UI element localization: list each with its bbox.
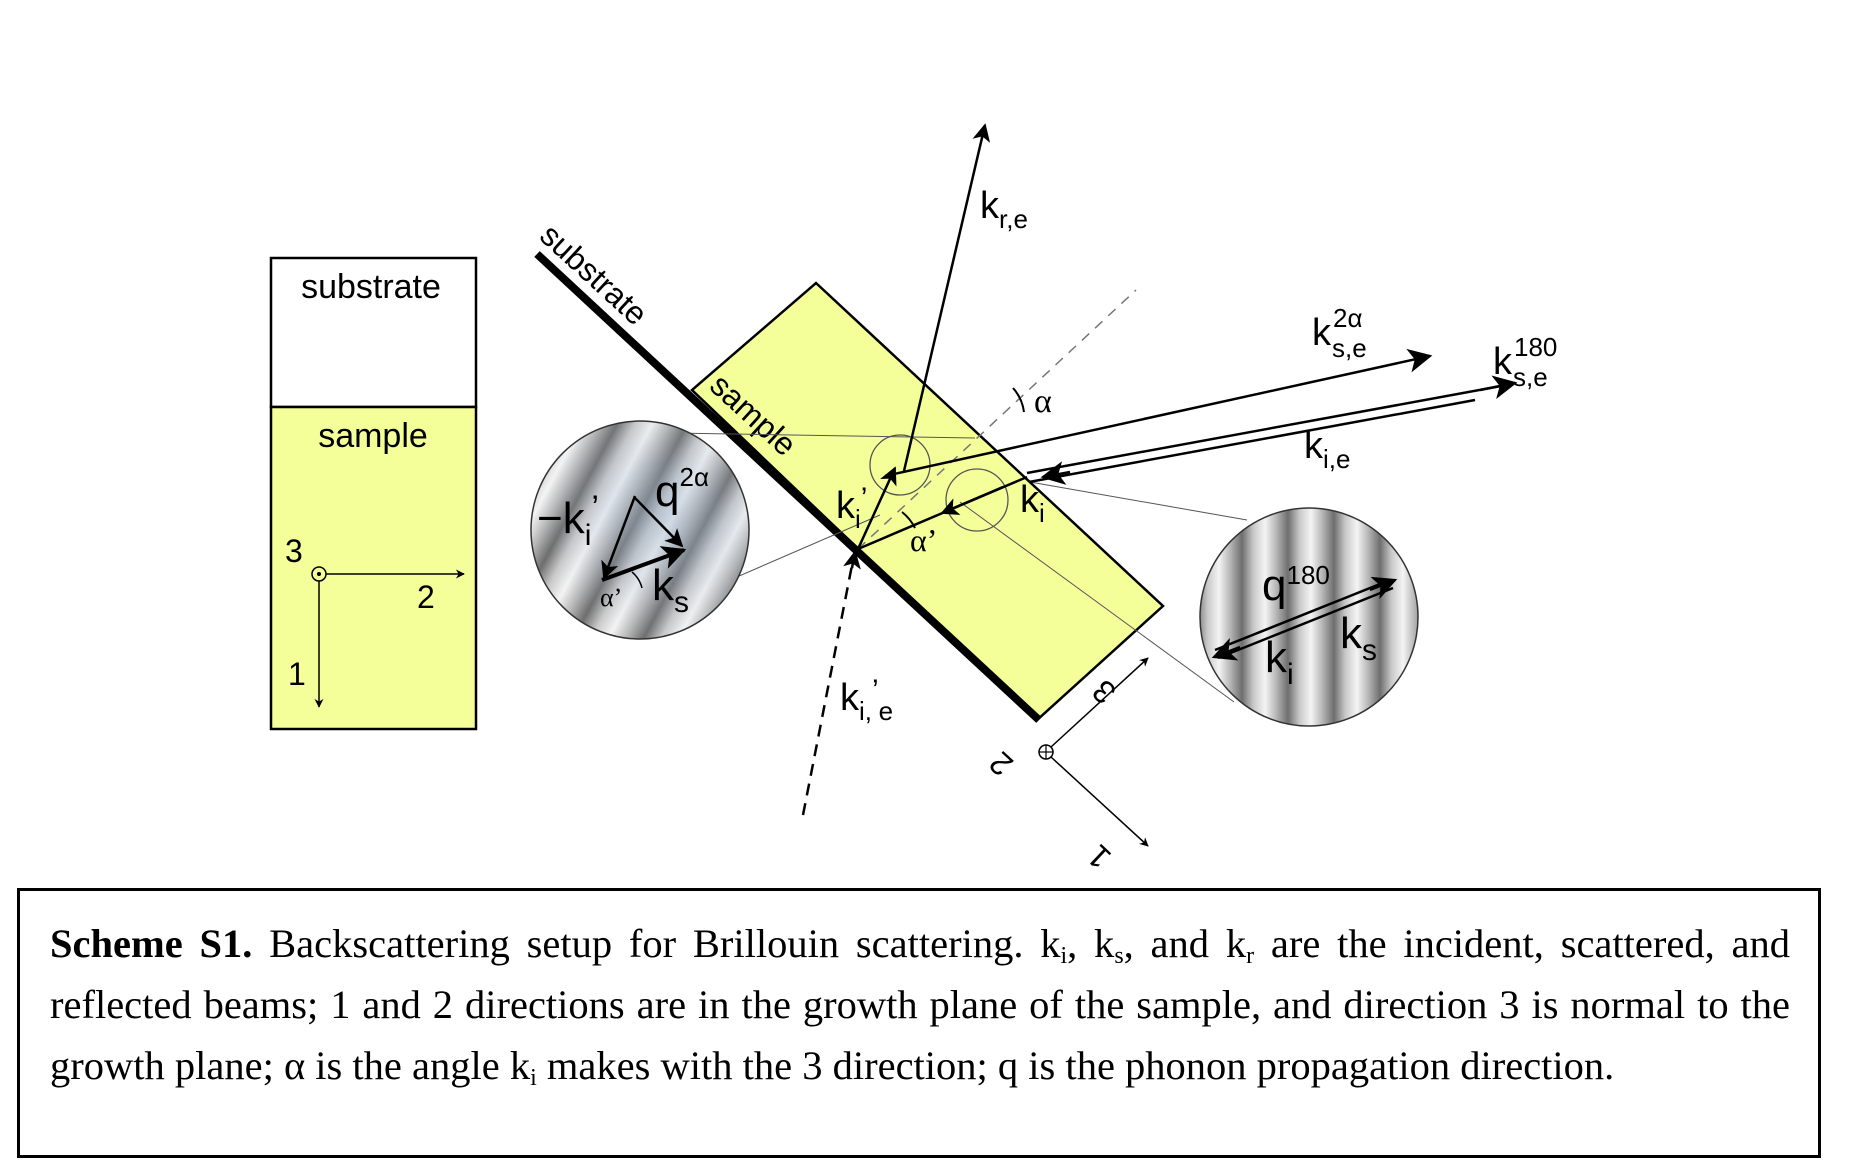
k-i-prime-label: ki’: [836, 482, 867, 534]
caption-text: are the incident, scattered, and reflect…: [50, 921, 1790, 1088]
k-se-2a-line: [884, 348, 1433, 478]
caption-sub-i: i: [1060, 943, 1068, 969]
k-re-arrow: [902, 123, 991, 472]
main-axis-3-label: 3: [1085, 673, 1123, 711]
k-se-180-sub-label: s,e: [1513, 362, 1548, 392]
inset-left-alpha-arc: [631, 571, 643, 589]
caption-text: , and k: [1123, 921, 1247, 966]
k-re-label: kr,e: [980, 185, 1028, 234]
main-axis-1-arrow: [1050, 756, 1149, 847]
inset-right-guide-top: [1029, 481, 1248, 521]
left-substrate-label: substrate: [301, 268, 441, 306]
caption-title: Scheme S1.: [50, 921, 253, 966]
axis-3-dot-icon: [317, 572, 321, 576]
inset-right-q-label: q180: [1262, 560, 1330, 610]
k-i-prime-e-label: ki,’e: [840, 674, 893, 726]
inset-right-ki-arrow: [1211, 638, 1241, 661]
caption-text: Backscattering setup for Brillouin scatt…: [252, 921, 1061, 966]
left-sample-box: [269, 405, 478, 731]
inset-left-alpha-label: α’: [600, 583, 622, 612]
inset-left-guide-top: [671, 432, 976, 439]
inset-right-q-line-b: [1217, 586, 1394, 660]
k-i-prime-e-arrow: [843, 550, 861, 570]
main-axis-1-label: 1: [1080, 838, 1118, 876]
inset-left-q-arrow: [633, 496, 684, 548]
inset-left-magnified: −ki’ q2α ks α’: [530, 420, 750, 640]
k-ie-label: ki,e: [1304, 425, 1350, 474]
inset-right-magnified: q180 ki ks: [1199, 507, 1419, 727]
inset-right-ki-label: ki: [1265, 633, 1294, 691]
substrate-label: substrate: [533, 217, 654, 332]
k-se-180-line-b: [1028, 398, 1476, 484]
inset-left-ks-label: ks: [652, 561, 689, 619]
alpha-prime-label: α’: [910, 522, 937, 558]
left-axis-3-label: 3: [285, 533, 303, 569]
caption-sub-r: r: [1246, 943, 1255, 969]
left-sample-label: sample: [318, 417, 428, 455]
main-axis-3-arrow: [1050, 657, 1149, 748]
substrate-interface-line: [534, 251, 1042, 723]
alpha-arc: [1012, 387, 1025, 413]
inset-right-q-line-a: [1214, 578, 1391, 652]
inset-left-ks-arrow: [601, 546, 687, 582]
left-substrate-box: [269, 256, 478, 409]
k-i-prime-arrow: [856, 466, 897, 550]
brillouin-scheme-diagram: substrate sample 3 2 1 substrate sample: [269, 123, 1557, 876]
inset-left-neg-ki-label: −ki’: [537, 489, 599, 552]
caption-sub-i2: i: [530, 1065, 537, 1091]
caption-sub-s: s: [1114, 943, 1124, 969]
k-se-2a-label: k2α: [1312, 303, 1363, 354]
alpha-prime-arc: [901, 511, 916, 529]
left-axis-1-label: 1: [288, 656, 306, 692]
caption-text: makes with the 3 direction; q is the pho…: [536, 1043, 1615, 1088]
k-se-180-line-a: [1026, 382, 1513, 475]
k-se-2a-sub-label: s,e: [1332, 333, 1367, 363]
caption-text: , k: [1067, 921, 1115, 966]
main-axis-2-label: 2: [982, 745, 1020, 783]
k-se-180-arrow: [1479, 375, 1518, 400]
inset-right-ks-arrow: [1369, 576, 1398, 600]
caption-box: Scheme S1. Backscattering setup for Bril…: [17, 888, 1821, 1158]
inset-left-neg-ki-arrow: [601, 495, 637, 580]
sample-slab: [690, 281, 1165, 722]
k-se-180-label: k180: [1493, 332, 1557, 383]
k-ie-arrow: [1040, 461, 1071, 485]
k-i-label: ki: [1020, 479, 1045, 528]
left-panel: substrate sample 3 2 1: [269, 256, 478, 731]
inset-left-q-label: q2α: [655, 462, 709, 516]
inset-right-guide-bottom: [959, 501, 1235, 703]
k-i-prime-e-dashed-beam: [801, 559, 855, 816]
normal-dashed-line: [857, 289, 1137, 550]
k-i-inside-arrow: [940, 485, 1004, 515]
inset-right-ks-label: ks: [1340, 609, 1377, 667]
alpha-label: α: [1034, 383, 1052, 420]
left-axis-2-label: 2: [417, 579, 435, 615]
